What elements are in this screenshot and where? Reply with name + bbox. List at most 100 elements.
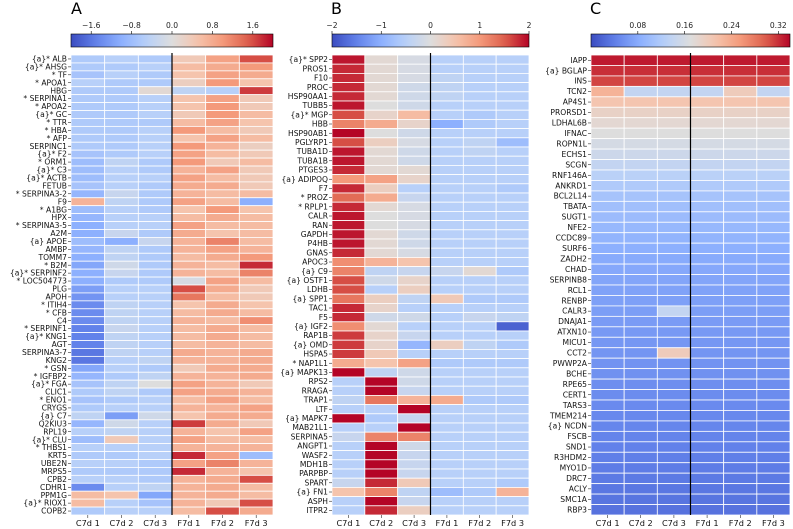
heatmap-cell [238, 205, 274, 215]
heatmap-cell [137, 229, 173, 238]
heatmap-cell [364, 238, 399, 249]
heatmap-cell [171, 284, 207, 294]
heatmap-cell [590, 368, 625, 380]
heatmap-cell [590, 336, 625, 349]
heatmap-cell [590, 54, 625, 66]
heatmap-cell [331, 422, 366, 433]
row-label: APOH [46, 292, 67, 301]
heatmap-cell [590, 106, 625, 119]
heatmap-cell [656, 368, 691, 380]
heatmap-cell [690, 274, 725, 286]
heatmap-cell [205, 102, 240, 111]
heatmap-cell [104, 403, 139, 413]
row-label: {a}* AHSG [25, 62, 67, 71]
heatmap-cell [137, 78, 173, 88]
heatmap-cell [364, 91, 399, 102]
row-label: TCN2 [566, 87, 587, 96]
heatmap-cell [137, 419, 173, 429]
heatmap-cell [104, 459, 139, 468]
heatmap-cell [331, 275, 366, 286]
row-label: CRYGS [42, 404, 68, 413]
row-label: LDHAL6B [552, 119, 587, 128]
heatmap-cell [462, 192, 497, 203]
heatmap-cell [756, 441, 791, 453]
heatmap-cell [171, 62, 207, 72]
heatmap-cell [397, 367, 431, 378]
row-label: CDHR1 [40, 483, 67, 492]
heatmap-cell [171, 102, 207, 111]
heatmap-cell [723, 504, 758, 516]
heatmap-cell [495, 293, 530, 304]
row-label: GNAS [306, 248, 328, 257]
row-label: RAP1B [303, 331, 328, 340]
row-label: SMC1A [560, 495, 588, 504]
heatmap-cell [756, 430, 791, 443]
row-label: RRAGA [302, 386, 329, 395]
heatmap-cell [462, 376, 497, 387]
row-label: RNF146A [552, 171, 588, 180]
heatmap-cell [70, 348, 106, 357]
heatmap-cell [590, 190, 625, 202]
row-label: HSPA5 [303, 350, 328, 359]
heatmap-cell [171, 276, 207, 286]
row-label: PRORSD1 [550, 108, 587, 117]
row-label: FETUB [42, 181, 67, 190]
heatmap-cell [104, 498, 139, 508]
column-label: C7d 2 [629, 518, 653, 528]
heatmap-cell [171, 141, 207, 151]
row-label: RPS2 [308, 377, 328, 386]
heatmap-cell [171, 498, 207, 508]
heatmap-cell [238, 237, 274, 246]
column-label: F7d 3 [245, 518, 268, 528]
row-label: PGLYRP1 [295, 138, 328, 147]
heatmap-cell [462, 91, 497, 102]
heatmap-cell [238, 62, 274, 72]
heatmap-cell [756, 169, 791, 181]
heatmap-cell [171, 252, 207, 262]
row-label: CALR [308, 212, 329, 221]
heatmap-cell [397, 413, 431, 424]
heatmap-cell [756, 357, 791, 370]
row-label: {a}* MGP [290, 110, 328, 119]
heatmap-cell [590, 253, 625, 265]
heatmap-cell [690, 190, 725, 202]
row-label: {a} APOE [30, 237, 67, 246]
heatmap-cell [205, 141, 240, 151]
heatmap-cell [238, 474, 274, 484]
heatmap-cell [331, 376, 366, 387]
heatmap-cell [590, 420, 625, 432]
heatmap-cell [104, 435, 139, 445]
heatmap-cell [495, 422, 530, 433]
heatmap-cell [723, 169, 758, 181]
heatmap-cell [70, 229, 106, 238]
column-label: F7d 2 [729, 518, 752, 528]
heatmap-cell [104, 276, 139, 286]
heatmap-cell [238, 435, 274, 445]
heatmap-cell [70, 62, 106, 72]
heatmap-cell [364, 505, 399, 516]
heatmap-cell [462, 201, 497, 212]
heatmap-cell [495, 192, 530, 203]
heatmap-cell [331, 440, 366, 451]
heatmap-cell [70, 363, 106, 373]
heatmap-cell [364, 385, 399, 396]
heatmap-cell [137, 316, 173, 326]
heatmap-cell [495, 54, 530, 65]
heatmap-cell [690, 54, 725, 66]
heatmap-cell [462, 450, 497, 461]
row-label: * CFB [46, 308, 67, 317]
heatmap-cell [690, 315, 725, 328]
heatmap-cell [331, 312, 366, 323]
heatmap-cell [70, 435, 106, 445]
heatmap-cell [723, 85, 758, 98]
heatmap-cell [723, 106, 758, 119]
heatmap-cell [397, 486, 431, 497]
heatmap-cell [70, 118, 106, 127]
row-label: MAB21L1 [292, 423, 328, 432]
heatmap-cell [723, 263, 758, 275]
heatmap-cell [137, 332, 173, 341]
row-label: {a} ADIPOQ [281, 175, 328, 184]
heatmap-cell [70, 102, 106, 111]
heatmap-cell [462, 54, 497, 65]
heatmap-cell [137, 498, 173, 508]
